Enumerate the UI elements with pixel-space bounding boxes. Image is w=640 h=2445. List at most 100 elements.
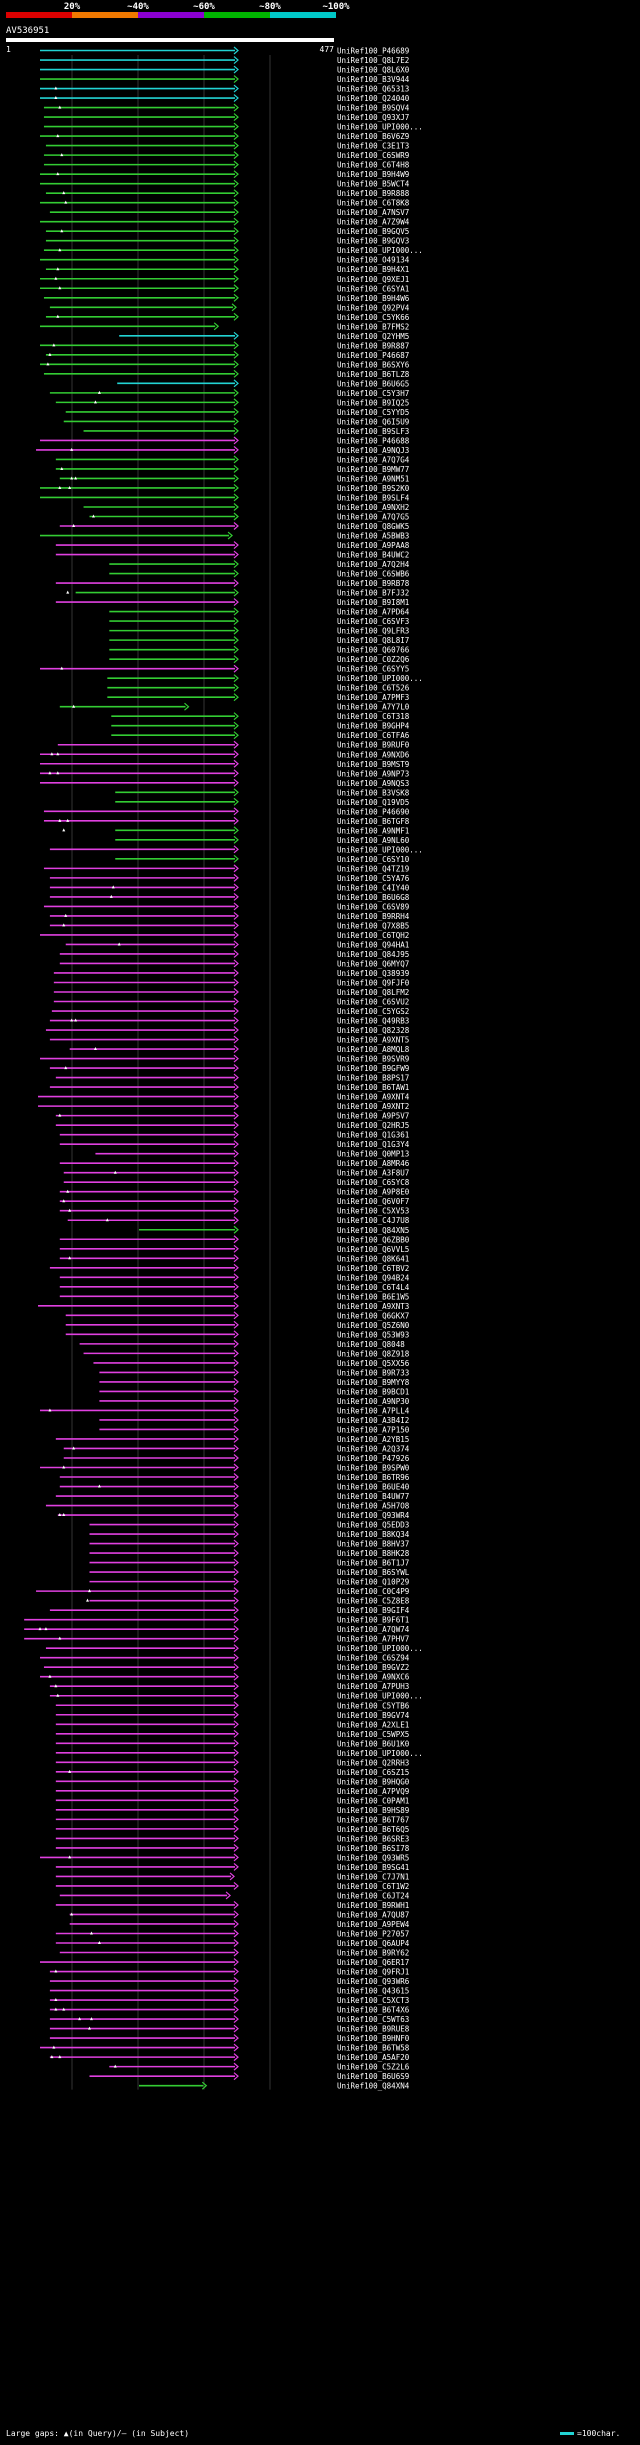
hit-row[interactable]: UniRef100_C6TBV2 (49, 1264, 409, 1273)
hit-row[interactable]: UniRef100_A9PAA8 (55, 541, 410, 550)
hit-row[interactable]: UniRef100_B9F6T1 (24, 1616, 409, 1625)
hit-row[interactable]: UniRef100_UPI000... (49, 1692, 423, 1701)
hit-label[interactable]: UniRef100_B6SRE3 (337, 1834, 409, 1843)
hit-row[interactable]: UniRef100_Q8K641 (59, 1254, 409, 1263)
hit-label[interactable]: UniRef100_C0C4P9 (337, 1587, 409, 1596)
hit-row[interactable]: UniRef100_C6SZ94 (40, 1654, 410, 1663)
hit-label[interactable]: UniRef100_C6SYA1 (337, 284, 409, 293)
hit-row[interactable]: UniRef100_A9NL60 (115, 836, 410, 845)
hit-label[interactable]: UniRef100_UPI000... (337, 1749, 423, 1758)
hit-row[interactable]: UniRef100_C0C4P9 (36, 1587, 409, 1596)
hit-label[interactable]: UniRef100_Q19VD5 (337, 798, 409, 807)
hit-label[interactable]: UniRef100_B9MW77 (337, 465, 409, 474)
hit-row[interactable]: UniRef100_P46688 (40, 436, 410, 445)
hit-row[interactable]: UniRef100_B9HNF0 (49, 2034, 410, 2043)
hit-label[interactable]: UniRef100_Q60766 (337, 646, 410, 655)
hit-row[interactable]: UniRef100_C5YA76 (49, 874, 410, 883)
hit-row[interactable]: UniRef100_Q5XX56 (93, 1359, 410, 1368)
hit-label[interactable]: UniRef100_A7Q7G5 (337, 513, 409, 522)
hit-label[interactable]: UniRef100_Q6VVL5 (337, 1245, 409, 1254)
hit-label[interactable]: UniRef100_B9RRH4 (337, 912, 410, 921)
hit-row[interactable]: UniRef100_B9RUE8 (49, 2025, 410, 2034)
hit-row[interactable]: UniRef100_A7Q7G4 (55, 455, 410, 464)
hit-label[interactable]: UniRef100_C5YA76 (337, 874, 410, 883)
hit-label[interactable]: UniRef100_A9XNT2 (337, 1102, 409, 1111)
hit-label[interactable]: UniRef100_A9PEW4 (337, 1920, 410, 1929)
hit-row[interactable]: UniRef100_C6T1W2 (55, 1882, 409, 1891)
hit-label[interactable]: UniRef100_B9BCD1 (337, 1387, 409, 1396)
hit-label[interactable]: UniRef100_A9P5V7 (337, 1112, 409, 1121)
hit-row[interactable]: UniRef100_Q92PV4 (49, 303, 410, 312)
hit-label[interactable]: UniRef100_C5Y3H7 (337, 389, 409, 398)
hit-label[interactable]: UniRef100_A5AF20 (337, 2053, 410, 2062)
hit-label[interactable]: UniRef100_Q6I5U9 (337, 417, 409, 426)
hit-label[interactable]: UniRef100_A9NMF1 (337, 826, 409, 835)
hit-label[interactable]: UniRef100_A2YB15 (337, 1435, 409, 1444)
hit-label[interactable]: UniRef100_B6TGF8 (337, 817, 410, 826)
hit-row[interactable]: UniRef100_C4J7U8 (67, 1216, 410, 1225)
hit-label[interactable]: UniRef100_C6SWB6 (337, 570, 410, 579)
hit-row[interactable]: UniRef100_C5XV53 (59, 1207, 409, 1216)
hit-label[interactable]: UniRef100_UPI000... (337, 1644, 423, 1653)
hit-label[interactable]: UniRef100_Q65313 (337, 85, 409, 94)
hit-row[interactable]: UniRef100_B9BCD1 (99, 1387, 409, 1396)
hit-row[interactable]: UniRef100_Q93WR4 (57, 1511, 410, 1520)
hit-row[interactable]: UniRef100_C5Y3H7 (49, 389, 409, 398)
hit-row[interactable]: UniRef100_C5YGS2 (51, 1007, 409, 1016)
hit-label[interactable]: UniRef100_C6SZ94 (337, 1654, 410, 1663)
hit-label[interactable]: UniRef100_B3V944 (337, 75, 410, 84)
hit-label[interactable]: UniRef100_C6SWR9 (337, 151, 409, 160)
hit-row[interactable]: UniRef100_B9MYY8 (99, 1378, 410, 1387)
hit-label[interactable]: UniRef100_B8HV37 (337, 1540, 409, 1549)
hit-label[interactable]: UniRef100_A7PLL4 (337, 1406, 410, 1415)
hit-row[interactable]: UniRef100_Q60766 (109, 646, 410, 655)
hit-row[interactable]: UniRef100_Q8LFM2 (53, 988, 409, 997)
hit-label[interactable]: UniRef100_A7QU87 (337, 1910, 409, 1919)
hit-label[interactable]: UniRef100_C0Z2Q6 (337, 655, 410, 664)
hit-label[interactable]: UniRef100_Q2HRJ5 (337, 1121, 409, 1130)
hit-label[interactable]: UniRef100_A7PD64 (337, 608, 410, 617)
hit-row[interactable]: UniRef100_B9HS89 (55, 1806, 409, 1815)
hit-row[interactable]: UniRef100_C5YYD5 (65, 408, 410, 417)
hit-label[interactable]: UniRef100_C5Z2L6 (337, 2063, 410, 2072)
hit-row[interactable]: UniRef100_C0PAM1 (55, 1796, 409, 1805)
hit-label[interactable]: UniRef100_C6SYC8 (337, 1178, 410, 1187)
hit-row[interactable]: UniRef100_B6TR96 (59, 1473, 410, 1482)
hit-row[interactable]: UniRef100_B9SQV4 (43, 104, 410, 113)
hit-label[interactable]: UniRef100_Q93WR5 (337, 1853, 409, 1862)
hit-row[interactable]: UniRef100_Q93XJ7 (43, 113, 409, 122)
hit-label[interactable]: UniRef100_Q2YHM5 (337, 332, 409, 341)
hit-label[interactable]: UniRef100_A7QW74 (337, 1625, 410, 1634)
hit-row[interactable]: UniRef100_B3VSK8 (115, 788, 410, 797)
hit-row[interactable]: UniRef100_B8KQ34 (89, 1530, 410, 1539)
hit-label[interactable]: UniRef100_Q24040 (337, 94, 410, 103)
hit-row[interactable]: UniRef100_Q93WR6 (49, 1977, 410, 1986)
hit-row[interactable]: UniRef100_C6T4L4 (59, 1283, 410, 1292)
hit-label[interactable]: UniRef100_C6TFA6 (337, 731, 410, 740)
hit-label[interactable]: UniRef100_C5XCT3 (337, 1996, 409, 2005)
hit-row[interactable]: UniRef100_Q84XN5 (139, 1226, 409, 1235)
hit-row[interactable]: UniRef100_Q0MP13 (95, 1150, 409, 1159)
hit-label[interactable]: UniRef100_Q9XEJ1 (337, 275, 409, 284)
hit-label[interactable]: UniRef100_B6U6G8 (337, 893, 410, 902)
hit-label[interactable]: UniRef100_Q6ER17 (337, 1958, 409, 1967)
hit-label[interactable]: UniRef100_B9RUE8 (337, 2025, 410, 2034)
hit-label[interactable]: UniRef100_Q8Z918 (337, 1349, 410, 1358)
hit-row[interactable]: UniRef100_A7Q2H4 (109, 560, 410, 569)
hit-row[interactable]: UniRef100_P46689 (40, 47, 409, 56)
hit-label[interactable]: UniRef100_A9PAA8 (337, 541, 410, 550)
hit-row[interactable]: UniRef100_C6T526 (107, 684, 410, 693)
hit-row[interactable]: UniRef100_A7P150 (99, 1425, 410, 1434)
hit-label[interactable]: UniRef100_C6SV89 (337, 902, 409, 911)
hit-label[interactable]: UniRef100_A9XNT5 (337, 1036, 409, 1045)
hit-row[interactable]: UniRef100_C6SYC8 (63, 1178, 410, 1187)
hit-label[interactable]: UniRef100_B8HK28 (337, 1549, 410, 1558)
hit-label[interactable]: UniRef100_Q53W93 (337, 1330, 409, 1339)
hit-row[interactable]: UniRef100_C6T318 (111, 712, 410, 721)
hit-label[interactable]: UniRef100_Q9LFR3 (337, 627, 409, 636)
hit-label[interactable]: UniRef100_C5YGS2 (337, 1007, 409, 1016)
hit-label[interactable]: UniRef100_B9GQV3 (337, 237, 409, 246)
hit-label[interactable]: UniRef100_B9S2K0 (337, 484, 410, 493)
hit-row[interactable]: UniRef100_Q2HRJ5 (55, 1121, 409, 1130)
hit-row[interactable]: UniRef100_A9NMF1 (62, 826, 409, 835)
